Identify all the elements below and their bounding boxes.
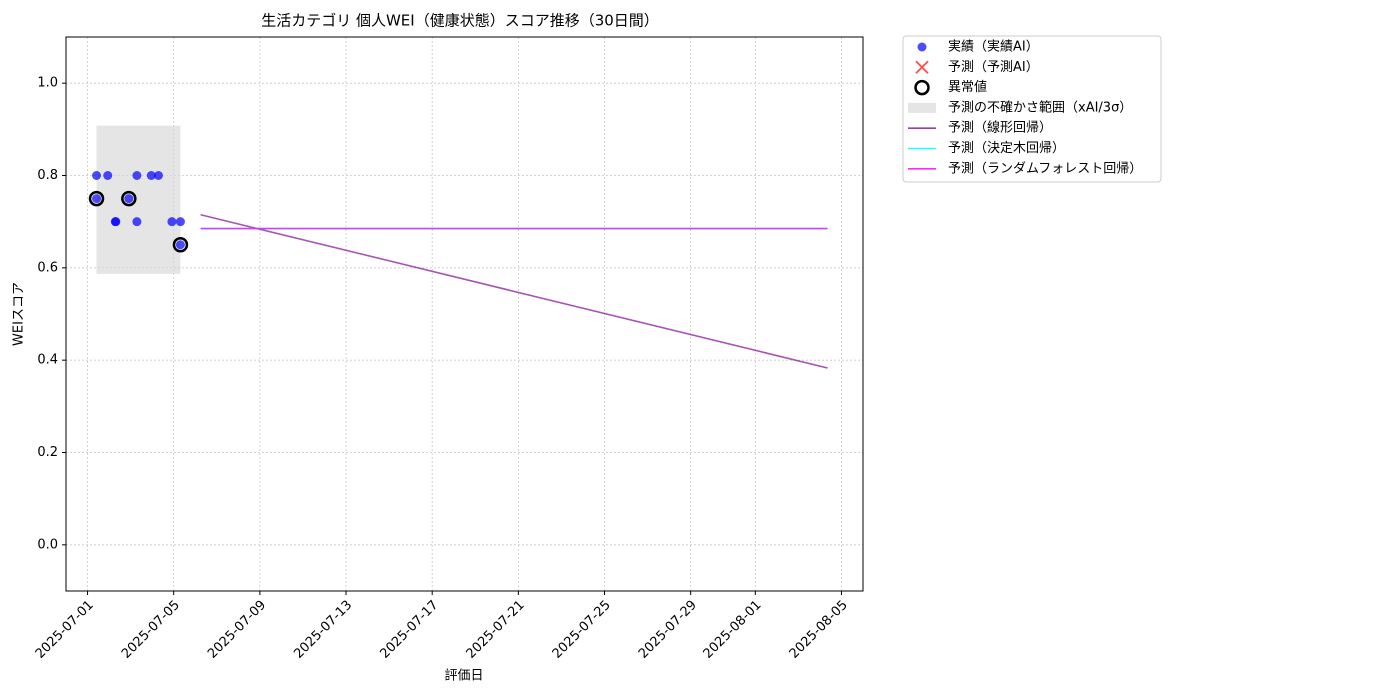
legend-label: 異常値 xyxy=(948,79,987,95)
actual-point xyxy=(111,217,121,227)
y-axis-label: WEIスコア xyxy=(12,282,27,346)
plot-frame xyxy=(65,36,864,592)
anomaly-point xyxy=(172,237,189,253)
y-tick-label: 0.4 xyxy=(37,353,58,368)
y-tick-label: 0.8 xyxy=(37,168,58,183)
actual-point xyxy=(103,171,113,180)
legend-label: 予測（決定木回帰） xyxy=(948,140,1065,156)
chart-title: 生活カテゴリ 個人WEI（健康状態）スコア推移（30日間） xyxy=(261,12,659,30)
y-tick-label: 0.0 xyxy=(37,537,58,552)
y-tick-label: 1.0 xyxy=(37,76,58,91)
y-tick-label: 0.6 xyxy=(37,260,58,275)
actual-point xyxy=(175,240,185,250)
actual-point xyxy=(167,217,177,227)
x-tick-label: 2025-08-05 xyxy=(787,598,851,662)
legend-frame xyxy=(902,35,1162,183)
anomaly-point xyxy=(121,190,137,207)
x-tick-label: 2025-07-05 xyxy=(119,598,183,662)
legend-label: 実績（実績AI） xyxy=(948,39,1039,55)
y-tick-label: 0.2 xyxy=(37,445,58,460)
legend-label: 予測（予測AI） xyxy=(948,60,1039,75)
actual-point xyxy=(153,171,163,180)
legend-marker xyxy=(914,79,930,96)
plot-area xyxy=(88,125,828,369)
x-tick-label: 2025-07-29 xyxy=(636,598,700,662)
actual-point xyxy=(175,217,185,227)
actual-point xyxy=(146,171,156,180)
x-axis-label: 評価日 xyxy=(444,669,483,684)
x-tick-label: 2025-07-21 xyxy=(464,598,528,662)
actual-point xyxy=(92,194,102,204)
actual-point xyxy=(132,217,142,227)
x-tick-label: 2025-08-01 xyxy=(701,598,765,662)
legend-label: 予測（線形回帰） xyxy=(948,120,1052,136)
actual-point xyxy=(124,194,134,204)
uncertainty-band xyxy=(96,125,181,274)
legend-marker xyxy=(908,102,936,113)
x-tick-label: 2025-07-09 xyxy=(205,598,269,662)
legend-marker xyxy=(915,60,929,74)
legend-label: 予測（ランダムフォレスト回帰） xyxy=(948,160,1142,176)
legend-label: 予測の不確かさ範囲（xAI/3σ） xyxy=(948,99,1132,115)
anomaly-point xyxy=(88,190,105,207)
x-tick-label: 2025-07-25 xyxy=(550,598,614,662)
x-tick-label: 2025-07-01 xyxy=(33,598,97,662)
legend-marker xyxy=(917,42,927,52)
prediction-line xyxy=(200,213,828,369)
actual-point xyxy=(132,171,142,180)
x-tick-label: 2025-07-13 xyxy=(291,598,355,662)
x-tick-label: 2025-07-17 xyxy=(377,598,441,662)
actual-point xyxy=(92,171,102,180)
